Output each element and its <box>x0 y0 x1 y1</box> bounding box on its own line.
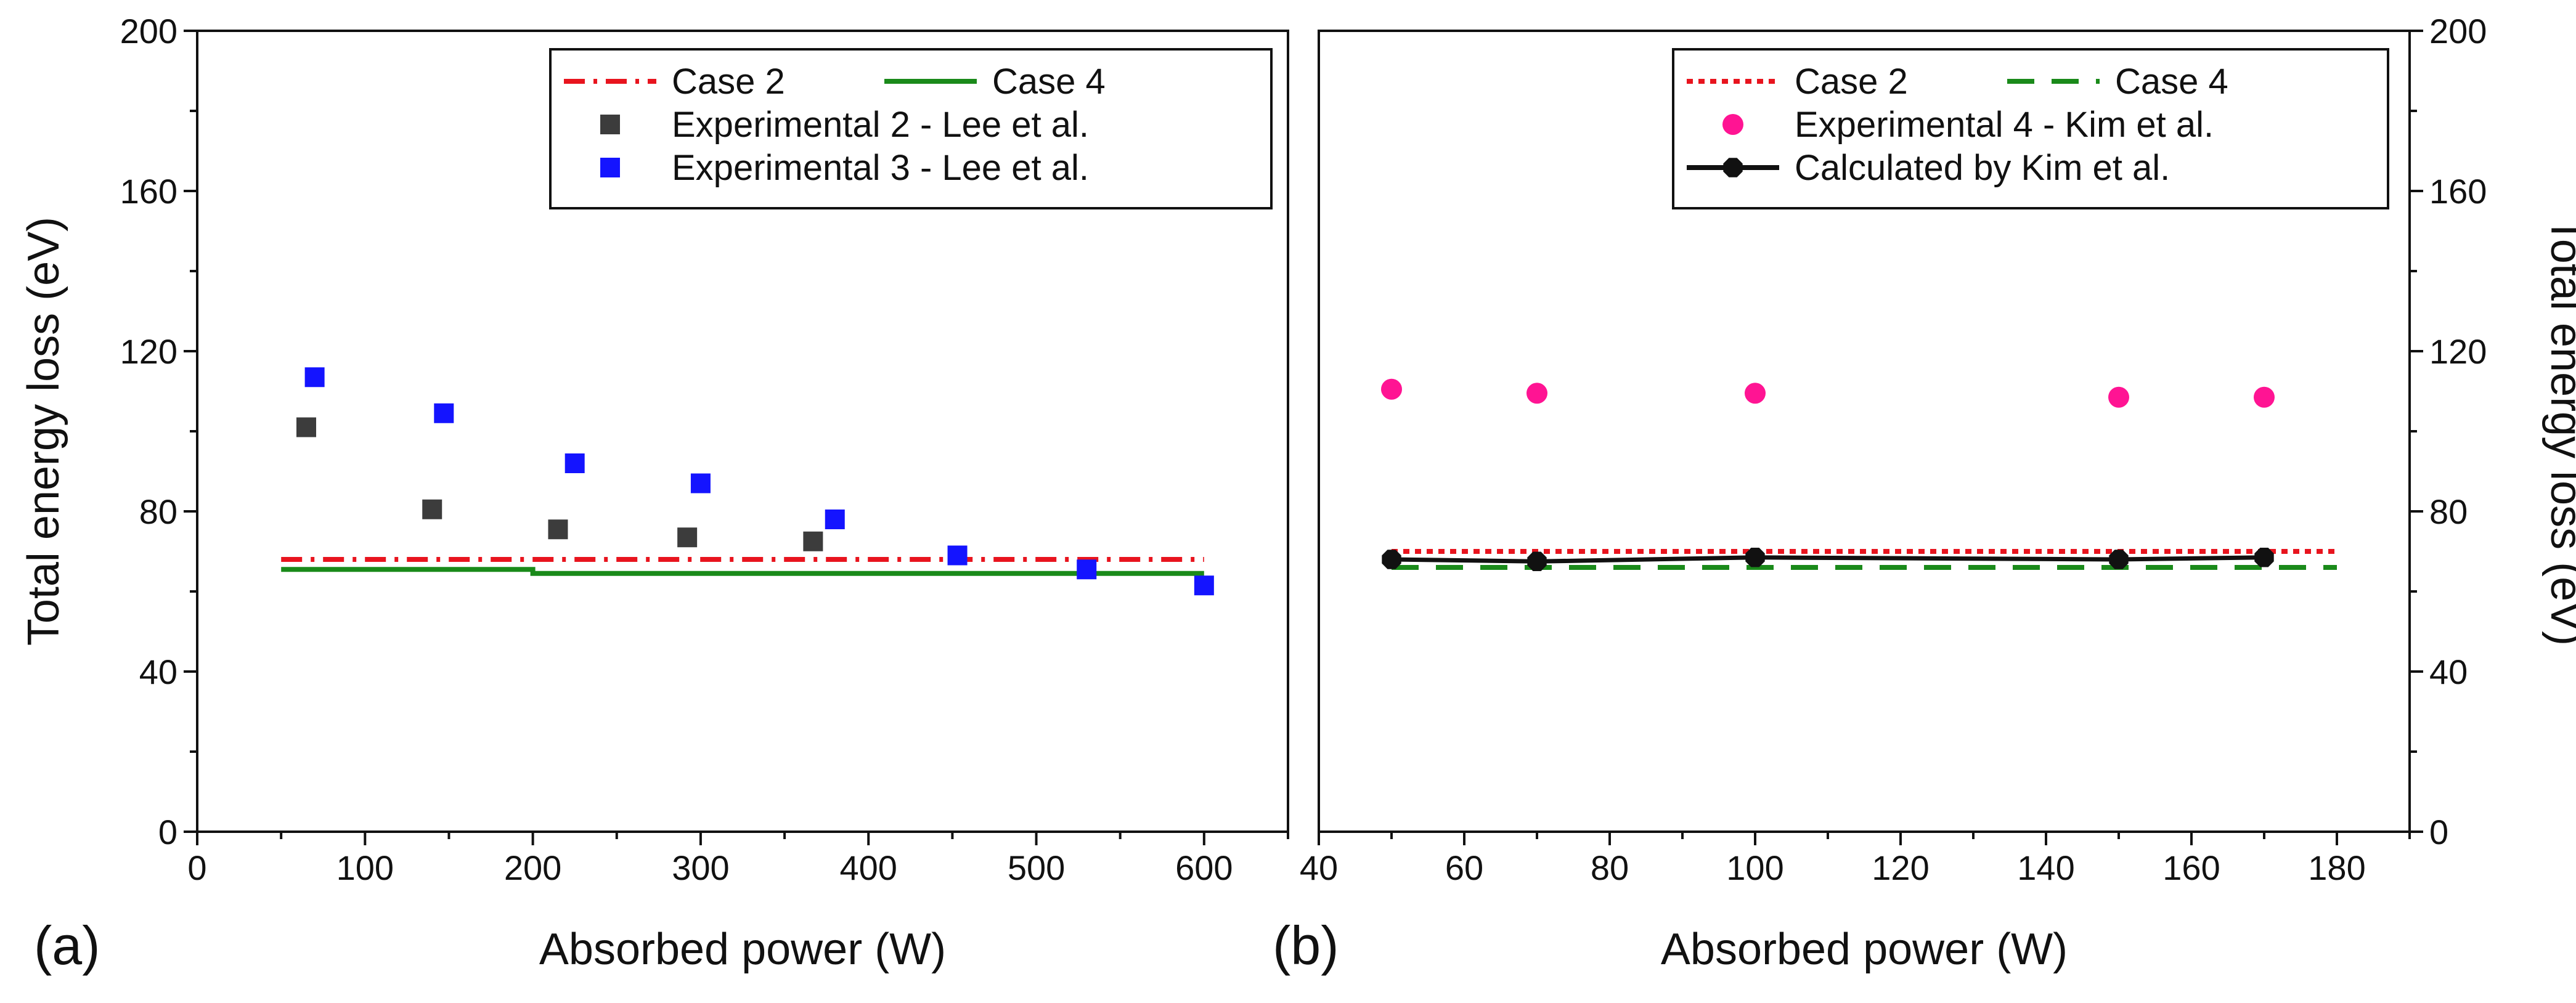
series-line <box>281 567 1204 576</box>
legend-entry: Experimental 2 - Lee et al. <box>600 105 1089 145</box>
data-point <box>422 499 442 519</box>
data-point <box>677 527 698 548</box>
x-tick-label: 80 <box>1591 848 1629 887</box>
data-point <box>1526 383 1547 404</box>
legend-label: Case 2 <box>1795 62 1908 102</box>
data-point <box>1382 550 1401 569</box>
legend-entry: Case 4 <box>2007 62 2228 102</box>
y-tick-label: 200 <box>2429 12 2487 51</box>
data-point <box>690 473 711 493</box>
legend-box <box>1672 48 2389 209</box>
x-tick-label: 160 <box>2162 848 2220 887</box>
x-axis-label: Absorbed power (W) <box>1661 925 2068 974</box>
y-tick-label: 80 <box>2429 492 2468 531</box>
panel-label: (a) <box>34 915 100 976</box>
x-tick-label: 400 <box>840 848 897 887</box>
data-point <box>1745 383 1766 404</box>
data-point <box>947 545 968 566</box>
data-point <box>1527 551 1547 571</box>
y-tick-label: 40 <box>2429 652 2468 691</box>
x-tick-label: 500 <box>1008 848 1065 887</box>
x-tick-label: 180 <box>2308 848 2365 887</box>
data-point <box>803 531 823 551</box>
legend-label: Case 4 <box>2115 62 2228 102</box>
y-axis-label: Total energy loss (eV) <box>19 217 68 646</box>
x-axis-label: Absorbed power (W) <box>539 925 946 974</box>
legend-swatch-marker <box>600 158 620 177</box>
x-tick-label: 140 <box>2017 848 2074 887</box>
series-experimental-3-lee-et-al- <box>304 367 1214 596</box>
data-point <box>548 519 568 540</box>
data-point <box>1077 559 1097 580</box>
legend-label: Experimental 4 - Kim et al. <box>1795 105 2214 145</box>
series-line <box>1391 555 2265 564</box>
series-experimental-2-lee-et-al- <box>296 417 823 551</box>
x-tick-label: 40 <box>1300 848 1338 887</box>
data-point <box>296 417 316 437</box>
data-point <box>2254 548 2274 567</box>
panel-a: 0 100 200 300 400 500 600 0 40 80 120 160 200 Absorbe… <box>19 12 1289 976</box>
data-point <box>434 403 454 423</box>
data-point <box>1194 575 1214 596</box>
legend-entry: Case 2 <box>564 62 785 102</box>
x-tick-label: 0 <box>187 848 206 887</box>
data-point <box>2109 550 2129 569</box>
legend-entry: Experimental 4 - Kim et al. <box>1722 105 2214 145</box>
legend-entry: Case 2 <box>1687 62 1908 102</box>
series-calculated-by-kim-et-al- <box>1382 548 2274 571</box>
legend-label: Calculated by Kim et al. <box>1795 148 2170 188</box>
legend-swatch-marker <box>1723 158 1743 177</box>
series-case-4 <box>281 567 1204 576</box>
y-tick-label: 200 <box>120 12 177 51</box>
legend-box <box>549 48 1273 209</box>
y-tick-label: 120 <box>120 332 177 371</box>
y-tick-label: 0 <box>158 813 177 851</box>
data-point <box>304 367 325 388</box>
y-tick-label: 120 <box>2429 332 2487 371</box>
data-point <box>1745 548 1765 567</box>
legend-entry: Calculated by Kim et al. <box>1687 148 2170 188</box>
x-tick-label: 60 <box>1445 848 1483 887</box>
data-point <box>825 510 845 529</box>
y-axis-label: Total energy loss (eV) <box>2541 217 2576 646</box>
legend-label: Case 4 <box>992 62 1106 102</box>
legend-label: Experimental 3 - Lee et al. <box>672 148 1089 188</box>
data-point <box>2254 386 2275 408</box>
y-tick-label: 80 <box>139 492 177 531</box>
legend-entry: Case 4 <box>884 62 1106 102</box>
y-tick-label: 160 <box>2429 172 2487 211</box>
data-point <box>1381 378 1402 400</box>
series-experimental-4-kim-et-al- <box>1381 378 2275 408</box>
x-tick-label: 200 <box>504 848 561 887</box>
x-tick-label: 100 <box>1726 848 1783 887</box>
x-tick-label: 300 <box>672 848 729 887</box>
panel-label: (b) <box>1273 915 1339 976</box>
x-tick-label: 120 <box>1872 848 1929 887</box>
x-tick-label: 100 <box>336 848 394 887</box>
legend-swatch-marker <box>1722 114 1743 135</box>
y-tick-label: 160 <box>120 172 177 211</box>
y-tick-label: 40 <box>139 652 177 691</box>
x-tick-label: 600 <box>1175 848 1233 887</box>
legend-entry: Experimental 3 - Lee et al. <box>600 148 1089 188</box>
panel-b: 40 60 80 100 120 140 160 180 0 40 80 120 160 200 Absor… <box>1273 12 2576 976</box>
data-point <box>2108 386 2129 408</box>
legend-label: Case 2 <box>672 62 785 102</box>
y-tick-label: 0 <box>2429 813 2448 851</box>
data-point <box>565 453 585 473</box>
legend-label: Experimental 2 - Lee et al. <box>672 105 1089 145</box>
legend-swatch-marker <box>600 115 620 134</box>
